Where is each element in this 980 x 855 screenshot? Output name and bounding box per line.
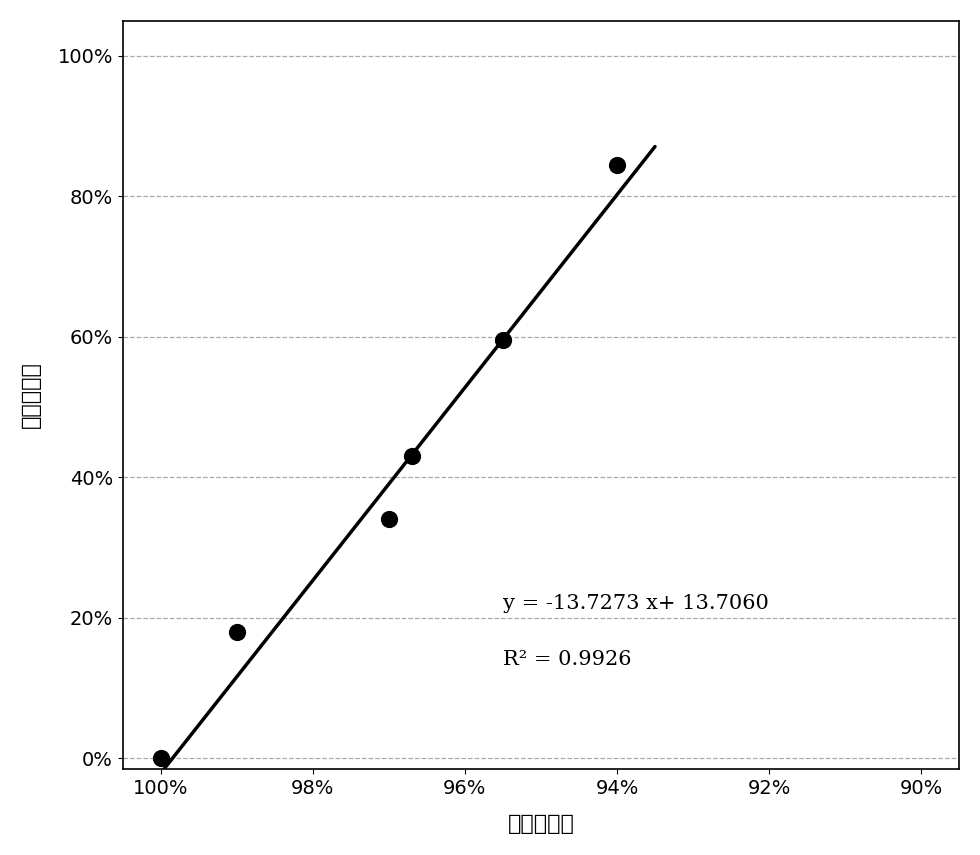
Point bbox=[610, 158, 625, 172]
Point bbox=[229, 625, 245, 639]
Y-axis label: 温升增长率: 温升增长率 bbox=[21, 362, 41, 428]
X-axis label: 容量保持率: 容量保持率 bbox=[508, 814, 574, 834]
Point bbox=[495, 333, 511, 347]
Text: y = -13.7273 x+ 13.7060: y = -13.7273 x+ 13.7060 bbox=[503, 594, 768, 613]
Point bbox=[381, 513, 397, 527]
Text: R² = 0.9926: R² = 0.9926 bbox=[503, 651, 631, 669]
Point bbox=[404, 450, 419, 463]
Point bbox=[153, 752, 169, 765]
